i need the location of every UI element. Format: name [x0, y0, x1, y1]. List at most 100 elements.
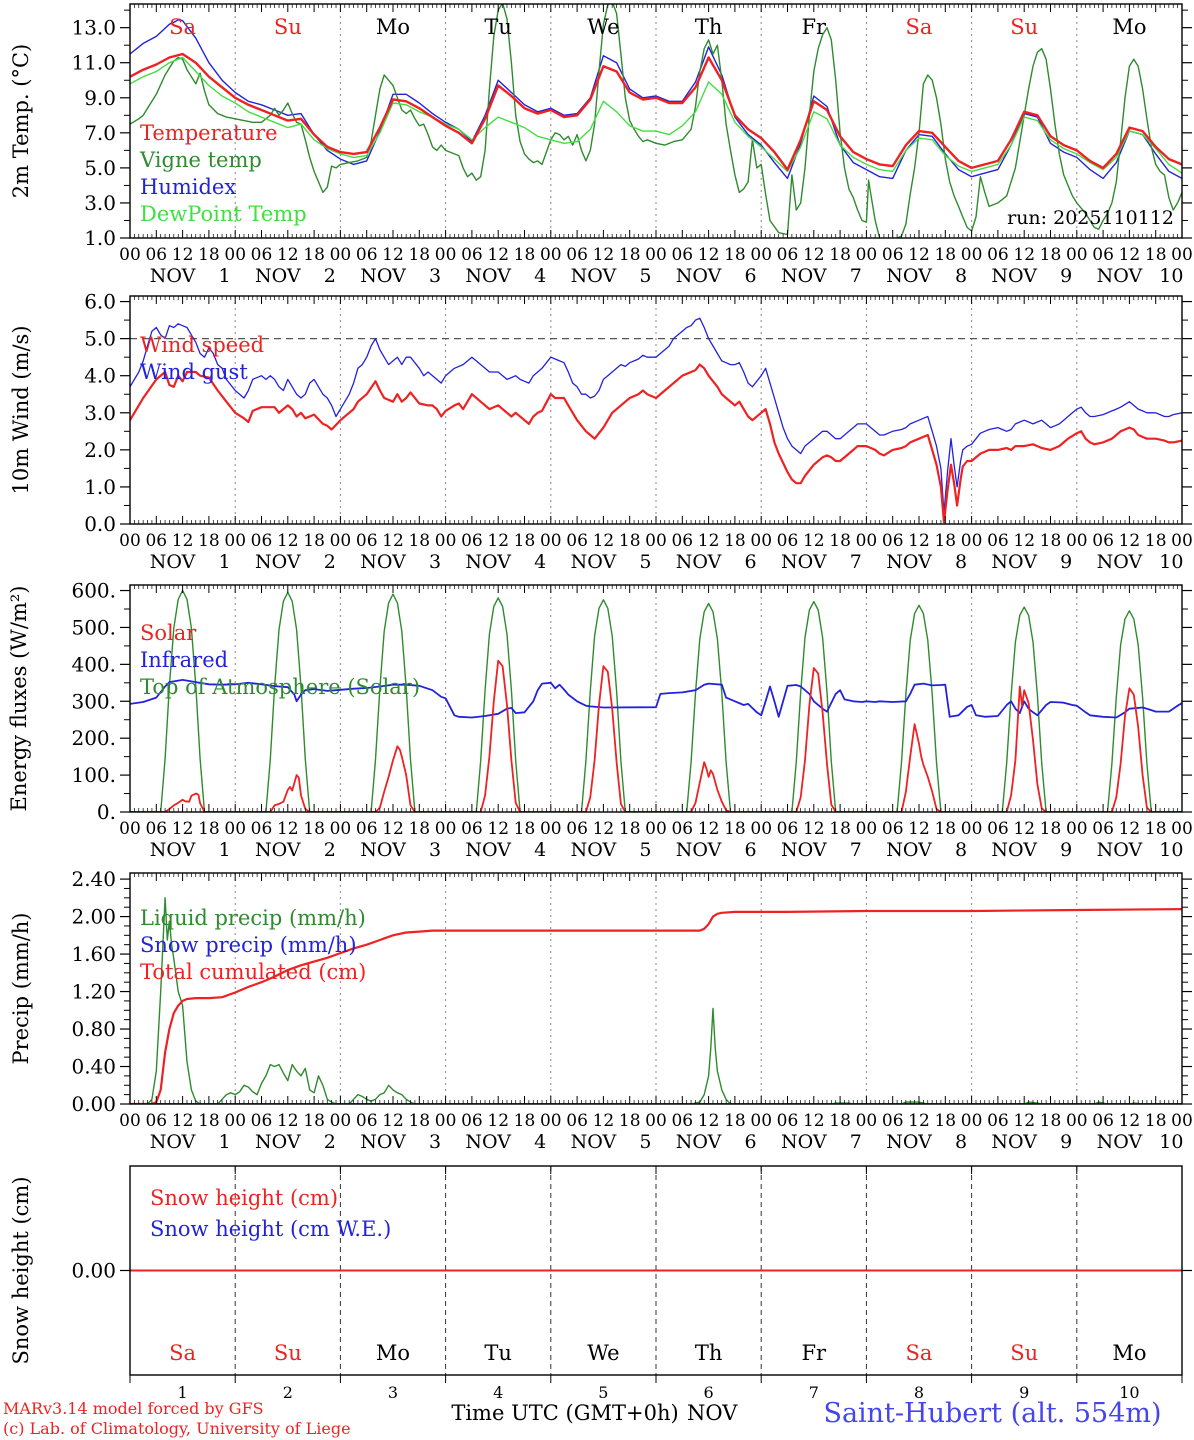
hour-tick-label: 00 — [540, 1111, 562, 1131]
legend-dewpoint-temp: DewPoint Temp — [140, 202, 307, 226]
hour-tick-label: 06 — [671, 245, 693, 265]
series-total-cumulated — [130, 907, 1182, 1104]
run-timestamp-label: run: 2025110112 — [1007, 207, 1174, 229]
series-dewpoint-temp — [130, 56, 1182, 174]
hour-tick-label: 12 — [698, 531, 720, 551]
hour-tick-label: 18 — [724, 819, 746, 839]
date-label-day: 4 — [534, 839, 546, 861]
legend-snow-height-cm-w-e: Snow height (cm W.E.) — [150, 1217, 391, 1241]
date-label-month: NOV — [781, 265, 827, 287]
y-tick-label: 9.0 — [84, 86, 116, 110]
legend-humidex: Humidex — [140, 175, 236, 199]
legend-snow-precip-mm-h: Snow precip (mm/h) — [140, 933, 357, 957]
day-name-label: Mo — [376, 1341, 410, 1365]
day-name-label: Tu — [484, 1341, 512, 1365]
hour-tick-label: 18 — [198, 1111, 220, 1131]
hour-tick-label: 18 — [1145, 1111, 1167, 1131]
hour-tick-label: 00 — [435, 531, 457, 551]
hour-tick-label: 06 — [777, 819, 799, 839]
date-label-day: 6 — [745, 551, 757, 573]
date-label-month: NOV — [676, 1131, 722, 1153]
hour-tick-label: 00 — [330, 819, 352, 839]
day-name-label: Fr — [801, 1341, 827, 1365]
hour-tick-label: 06 — [145, 531, 167, 551]
hour-tick-label: 18 — [198, 531, 220, 551]
date-label-month: NOV — [886, 839, 932, 861]
day-name-label: Th — [695, 15, 723, 39]
hour-tick-label: 12 — [803, 1111, 825, 1131]
hour-tick-label: 12 — [908, 245, 930, 265]
hour-tick-label: 06 — [566, 531, 588, 551]
hour-tick-label: 18 — [408, 1111, 430, 1131]
hour-tick-label: 12 — [698, 1111, 720, 1131]
hour-tick-label: 12 — [593, 819, 615, 839]
hour-tick-label: 18 — [408, 245, 430, 265]
hour-tick-label: 00 — [1066, 1111, 1088, 1131]
series-top-of-atmosphere-solar — [130, 589, 1182, 812]
date-label-day: 1 — [219, 839, 231, 861]
y-tick-label: 1.20 — [71, 980, 116, 1004]
hour-tick-label: 06 — [882, 1111, 904, 1131]
hour-tick-label: 00 — [119, 1111, 141, 1131]
hour-tick-label: 18 — [724, 531, 746, 551]
hour-tick-label: 18 — [514, 819, 536, 839]
hour-tick-label: 12 — [908, 1111, 930, 1131]
y-tick-label: 0.0 — [84, 512, 116, 536]
date-label-day: 1 — [219, 1131, 231, 1153]
bottom-day-number: 5 — [598, 1383, 608, 1402]
day-name-label: Mo — [1112, 1341, 1146, 1365]
hour-tick-label: 06 — [356, 1111, 378, 1131]
date-label-day: 6 — [745, 1131, 757, 1153]
y-tick-label: 1.60 — [71, 942, 116, 966]
date-label-day: 9 — [1060, 265, 1072, 287]
date-label-month: NOV — [465, 839, 511, 861]
hour-tick-label: 18 — [1040, 531, 1062, 551]
hour-tick-label: 00 — [435, 245, 457, 265]
hour-tick-label: 00 — [645, 819, 667, 839]
date-label-day: 3 — [429, 1131, 441, 1153]
date-label-day: 7 — [850, 839, 862, 861]
bottom-day-number: 6 — [704, 1383, 714, 1402]
hour-tick-label: 06 — [1092, 819, 1114, 839]
month-axis-label: NOV — [687, 1401, 738, 1425]
date-label-month: NOV — [150, 265, 196, 287]
date-label-month: NOV — [360, 551, 406, 573]
y-tick-label: 0.00 — [71, 1259, 116, 1283]
date-label-day: 5 — [639, 839, 651, 861]
y-tick-label: 2.0 — [84, 438, 116, 462]
y-tick-label: 0.00 — [71, 1092, 116, 1116]
hour-tick-label: 12 — [172, 1111, 194, 1131]
date-label-month: NOV — [781, 551, 827, 573]
date-label-month: NOV — [1097, 265, 1143, 287]
hour-tick-label: 12 — [172, 531, 194, 551]
date-label-day: 4 — [534, 551, 546, 573]
day-name-label: Mo — [376, 15, 410, 39]
y-tick-label: 1.0 — [84, 475, 116, 499]
hour-tick-label: 18 — [514, 245, 536, 265]
series-wind-speed — [130, 363, 1182, 524]
hour-tick-label: 00 — [750, 1111, 772, 1131]
hour-tick-label: 18 — [303, 245, 325, 265]
hour-tick-label: 00 — [1171, 245, 1193, 265]
hour-tick-label: 00 — [540, 245, 562, 265]
date-label-month: NOV — [360, 1131, 406, 1153]
hour-tick-label: 06 — [251, 1111, 273, 1131]
station-title: Saint-Hubert (alt. 554m) — [823, 1398, 1162, 1429]
hour-tick-label: 18 — [1040, 819, 1062, 839]
day-name-label: We — [587, 1341, 619, 1365]
hour-tick-label: 06 — [671, 531, 693, 551]
hour-tick-label: 12 — [172, 819, 194, 839]
hour-tick-label: 12 — [803, 819, 825, 839]
hour-tick-label: 18 — [1145, 819, 1167, 839]
date-label-month: NOV — [781, 1131, 827, 1153]
hour-tick-label: 12 — [277, 1111, 299, 1131]
y-tick-label: 13.0 — [71, 16, 116, 40]
hour-tick-label: 06 — [1092, 531, 1114, 551]
y-tick-label: 11.0 — [71, 51, 116, 75]
date-label-day: 5 — [639, 265, 651, 287]
date-label-month: NOV — [991, 551, 1037, 573]
series-wind-gust — [130, 317, 1182, 514]
y-tick-label: 1.0 — [84, 226, 116, 250]
hour-tick-label: 12 — [1013, 819, 1035, 839]
hour-tick-label: 06 — [777, 245, 799, 265]
